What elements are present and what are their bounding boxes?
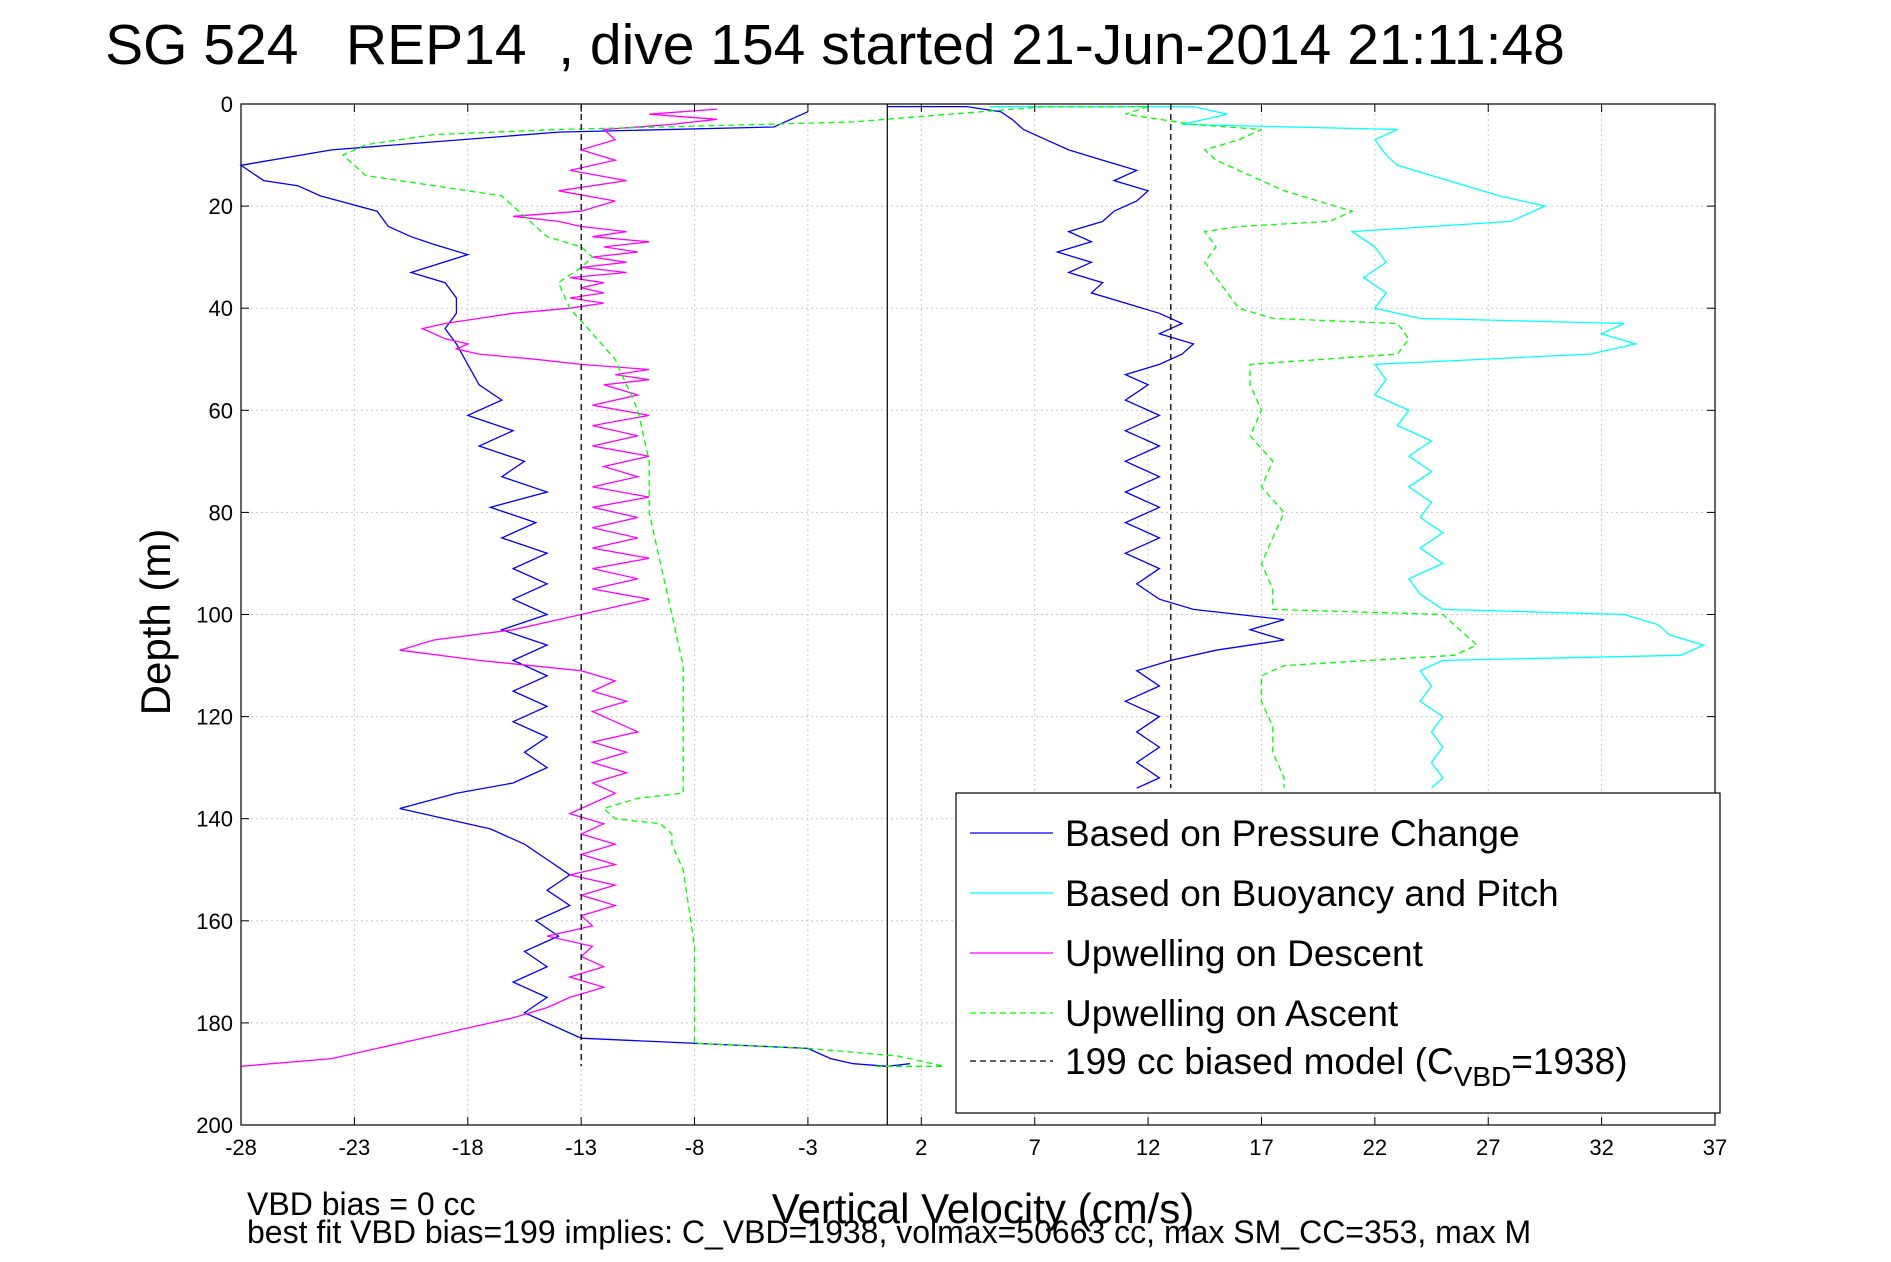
y-tick-label: 140	[196, 807, 233, 832]
x-tick-label: 32	[1589, 1135, 1613, 1160]
x-tick-label: 27	[1476, 1135, 1500, 1160]
plot-frame	[240, 103, 1716, 1126]
y-tick-label: 100	[196, 603, 233, 628]
x-tick-label: -18	[452, 1135, 484, 1160]
x-axis-label: Vertical Velocity (cm/s)	[772, 1185, 1194, 1232]
legend-label-model: 199 cc biased model (CVBD=1938)	[1065, 1041, 1628, 1092]
legend-box	[955, 792, 1721, 1114]
legend-label-model-subscript: VBD	[1454, 1061, 1512, 1092]
x-tick-label: 2	[915, 1135, 927, 1160]
y-tick-label: 60	[209, 398, 233, 423]
upwelling-descent-line	[240, 108, 718, 1067]
y-tick-label: 80	[209, 500, 233, 525]
buoyancy-pitch-line	[989, 105, 1706, 789]
footer-line-1: VBD bias = 0 cc	[247, 1186, 476, 1222]
x-tick-label: -3	[798, 1135, 818, 1160]
y-tick-label: 120	[196, 705, 233, 730]
x-tick-label: 17	[1249, 1135, 1273, 1160]
y-tick-label: 20	[209, 194, 233, 219]
y-tick-label: 40	[209, 296, 233, 321]
biased-model-line	[580, 104, 1172, 1067]
y-axis-label: Depth (m)	[132, 529, 179, 716]
y-tick-label: 200	[196, 1113, 233, 1138]
y-tick-label: 0	[221, 92, 233, 117]
x-tick-label: 37	[1703, 1135, 1727, 1160]
legend-label-buoyancy: Based on Buoyancy and Pitch	[1065, 873, 1559, 914]
legend-label-model-suffix: =1938)	[1511, 1041, 1627, 1082]
plot-series	[239, 104, 1706, 1125]
legend-label-ascent: Upwelling on Ascent	[1065, 993, 1399, 1034]
pressure-change-line	[239, 105, 1285, 1067]
x-tick-label: -28	[225, 1135, 257, 1160]
x-tick-label: 7	[1029, 1135, 1041, 1160]
legend-label-model-main: 199 cc biased model (C	[1065, 1041, 1454, 1082]
x-tick-label: 12	[1136, 1135, 1160, 1160]
footer-line-2: best fit VBD bias=199 implies: C_VBD=193…	[247, 1214, 1531, 1250]
x-tick-label: -8	[685, 1135, 705, 1160]
tick-labels: -28 -23 -18 -13 -8 -3 2 7 12 17 22 27 32 370204060801…	[196, 92, 1727, 1160]
x-tick-label: -13	[565, 1135, 597, 1160]
y-tick-label: 180	[196, 1011, 233, 1036]
legend: Based on Pressure Change Based on Buoyan…	[955, 792, 1721, 1114]
y-tick-label: 160	[196, 909, 233, 934]
chart-title: SG 524 REP14 , dive 154 started 21-Jun-2…	[105, 13, 1565, 77]
x-tick-label: -23	[338, 1135, 370, 1160]
x-tick-label: 22	[1363, 1135, 1387, 1160]
legend-label-pressure: Based on Pressure Change	[1065, 813, 1520, 854]
legend-label-descent: Upwelling on Descent	[1065, 933, 1424, 974]
upwelling-ascent-line	[341, 105, 1479, 1067]
